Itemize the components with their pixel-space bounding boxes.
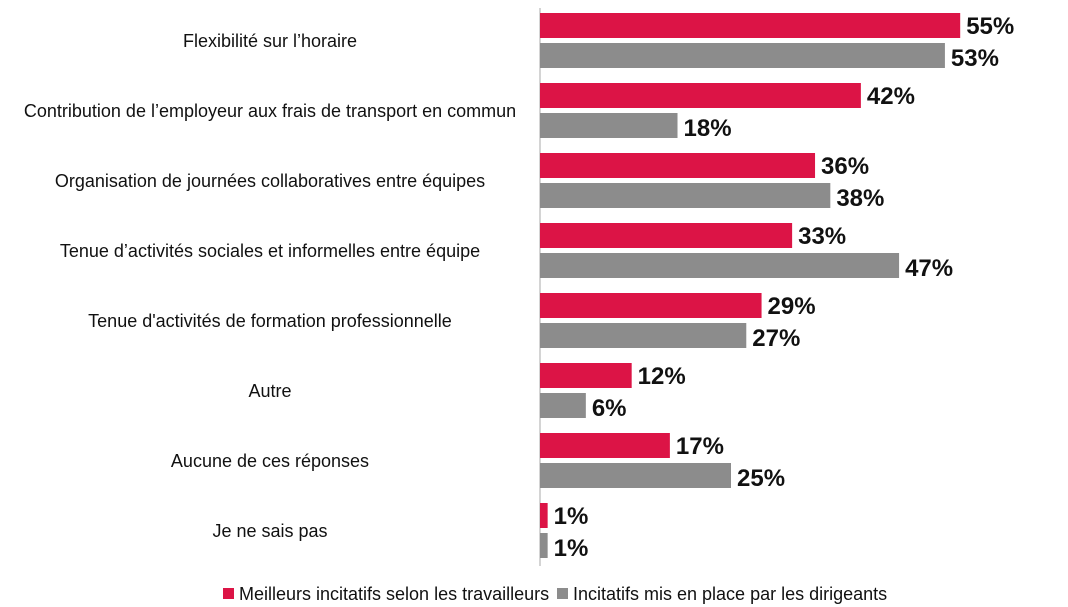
- bar: [540, 363, 632, 388]
- legend-label: Incitatifs mis en place par les dirigean…: [573, 584, 888, 604]
- bar: [540, 83, 861, 108]
- category-label: Tenue d’activités sociales et informelle…: [59, 240, 481, 261]
- bar: [540, 153, 816, 178]
- value-label: 1%: [554, 503, 589, 530]
- value-label: 38%: [836, 185, 884, 212]
- value-label: 17%: [676, 433, 724, 460]
- value-label: 33%: [798, 223, 846, 250]
- value-label: 29%: [768, 293, 816, 320]
- bar: [540, 43, 945, 68]
- legend-swatch: [223, 588, 234, 599]
- category-label: Flexibilité sur l’horaire: [182, 30, 358, 51]
- category-label: Autre: [248, 380, 292, 401]
- category-label: Organisation de journées collaboratives …: [54, 170, 486, 191]
- value-label: 1%: [554, 535, 589, 562]
- category-label: Je ne sais pas: [212, 520, 328, 541]
- value-label: 36%: [821, 153, 869, 180]
- bar: [540, 393, 586, 418]
- value-label: 27%: [752, 325, 800, 352]
- bar: [540, 183, 831, 208]
- category-label: Aucune de ces réponses: [170, 450, 370, 471]
- bar: [540, 293, 762, 318]
- value-label: 25%: [737, 465, 785, 492]
- bar: [540, 533, 548, 558]
- bar: [540, 323, 747, 348]
- value-label: 18%: [684, 115, 732, 142]
- legend-label: Meilleurs incitatifs selon les travaille…: [239, 584, 550, 604]
- legend-item: Meilleurs incitatifs selon les travaille…: [223, 584, 549, 605]
- value-label: 47%: [905, 255, 953, 282]
- bar: [540, 503, 548, 528]
- legend-item: Incitatifs mis en place par les dirigean…: [557, 584, 887, 605]
- bar: [540, 223, 793, 248]
- value-label: 53%: [951, 45, 999, 72]
- value-label: 12%: [638, 363, 686, 390]
- category-label: Contribution de l’employeur aux frais de…: [23, 100, 517, 121]
- legend-swatch: [557, 588, 568, 599]
- bar: [540, 253, 900, 278]
- value-label: 6%: [592, 395, 627, 422]
- category-label: Tenue d'activités de formation professio…: [88, 310, 452, 331]
- bar: [540, 463, 731, 488]
- bar: [540, 13, 961, 38]
- bar: [540, 433, 670, 458]
- value-label: 55%: [966, 13, 1014, 40]
- bar: [540, 113, 678, 138]
- value-label: 42%: [867, 83, 915, 110]
